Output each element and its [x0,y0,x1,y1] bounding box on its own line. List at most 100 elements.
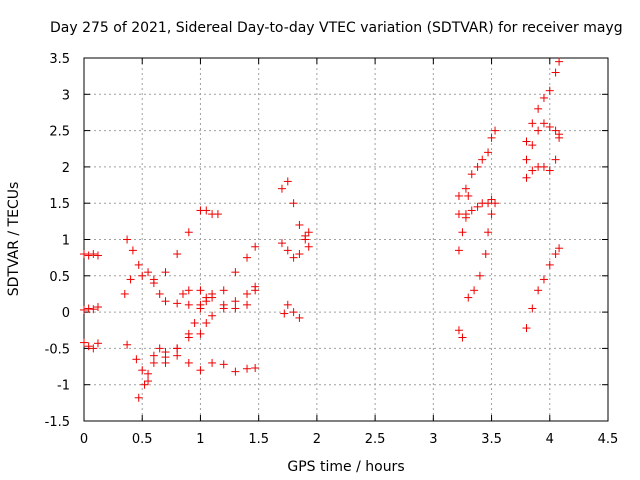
y-tick-label: 0 [62,306,70,321]
data-point [283,246,292,255]
data-point [555,130,564,139]
data-point [295,313,304,322]
data-point [539,275,548,284]
x-tick-label: 3 [429,432,437,447]
data-point [467,206,476,215]
x-tick-label: 1 [196,432,204,447]
data-point [289,308,298,317]
data-point [173,250,182,259]
data-point [534,104,543,113]
x-tick-label: 2 [313,432,321,447]
data-point [120,289,129,298]
data-points [80,57,564,402]
y-tick-label: 3.5 [49,52,70,67]
y-tick-label: -1.5 [45,415,70,430]
data-point [89,305,98,314]
data-point [470,286,479,295]
data-point [464,191,473,200]
data-point [295,250,304,259]
data-point [454,191,463,200]
data-point [149,351,158,360]
data-point [454,326,463,335]
data-point [140,380,149,389]
data-point [184,228,193,237]
data-point [84,342,93,351]
data-point [196,286,205,295]
data-point [295,220,304,229]
data-point [487,133,496,142]
data-point [184,329,193,338]
y-tick-label: -1 [57,379,70,394]
data-point [213,210,222,219]
data-point [539,119,548,128]
data-point [161,358,170,367]
data-point [467,170,476,179]
data-point [144,369,153,378]
data-point [301,231,310,240]
x-tick-label: 0.5 [132,432,153,447]
data-point [231,268,240,277]
data-point [484,148,493,157]
data-point [283,177,292,186]
data-point [251,364,260,373]
chart-title: Day 275 of 2021, Sidereal Day-to-day VTE… [50,20,623,36]
y-tick-label: -0.5 [45,342,70,357]
data-point [128,246,137,255]
data-point [487,210,496,219]
data-point [487,195,496,204]
x-tick-label: 2.5 [365,432,386,447]
data-point [231,297,240,306]
data-point [93,339,102,348]
data-point [473,202,482,211]
data-point [155,344,164,353]
data-point [280,309,289,318]
data-point [144,268,153,277]
y-tick-labels: -1.5 -1 -0.5 0 0.5 1 1.5 2 2.5 3 3.5 [45,52,70,430]
data-point [475,271,484,280]
data-point [484,228,493,237]
data-point [473,162,482,171]
data-point [251,242,260,251]
data-point [123,235,132,244]
data-point [196,304,205,313]
data-point [80,338,88,347]
data-point [149,275,158,284]
data-point [478,155,487,164]
data-point [80,250,88,259]
x-tick-label: 0 [80,432,88,447]
data-point [528,166,537,175]
data-point [173,351,182,360]
data-point [458,333,467,342]
data-point [134,393,143,402]
x-axis-label: GPS time / hours [287,459,404,475]
data-point [539,93,548,102]
x-tick-label: 4.5 [598,432,619,447]
data-point [219,286,228,295]
data-point [464,293,473,302]
data-point [243,289,252,298]
data-point [277,239,286,248]
data-point [545,260,554,269]
y-tick-label: 2.5 [49,125,70,140]
data-point [555,57,564,66]
data-point [534,126,543,135]
data-point [208,358,217,367]
x-tick-label: 3.5 [481,432,502,447]
data-point [289,253,298,262]
data-point [196,366,205,375]
data-point [304,228,313,237]
data-point [138,271,147,280]
data-point [454,246,463,255]
data-point [551,250,560,259]
data-point [528,304,537,313]
data-point [89,250,98,259]
data-point [155,289,164,298]
data-point [138,366,147,375]
data-point [202,206,211,215]
data-point [461,213,470,222]
data-point [196,329,205,338]
data-point [84,304,93,313]
data-point [161,297,170,306]
data-point [208,311,217,320]
